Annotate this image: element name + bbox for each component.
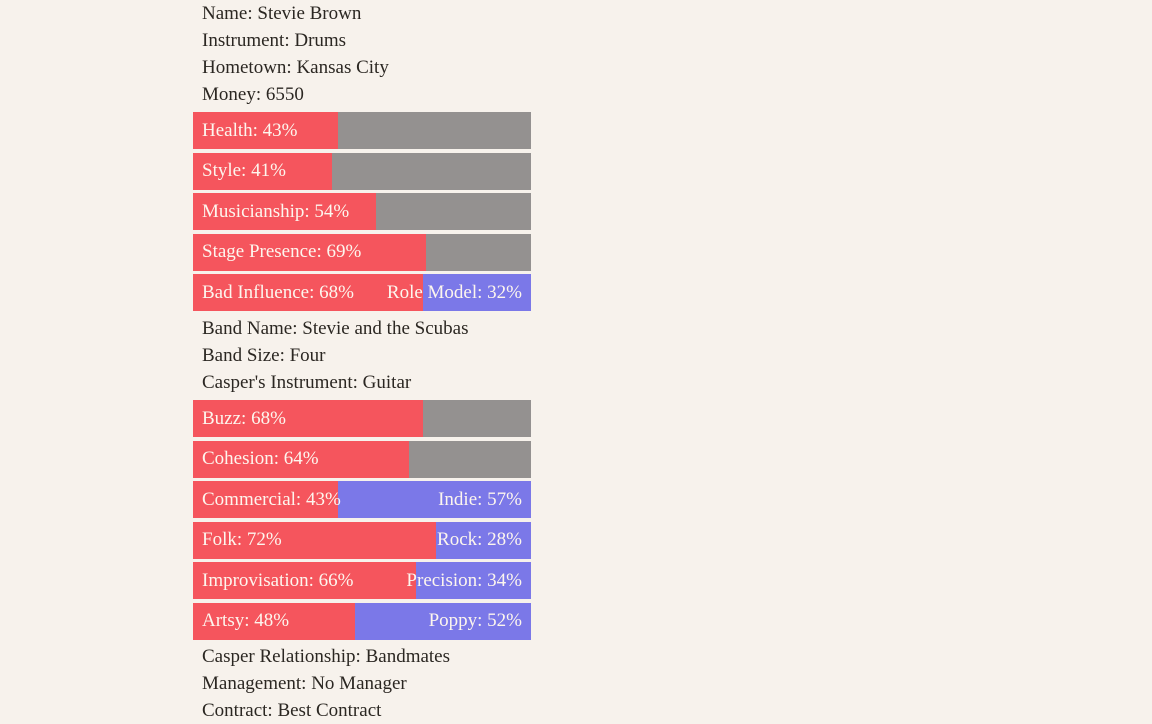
character-instrument-line: Instrument: Drums xyxy=(202,30,347,51)
stat-bar-fill xyxy=(193,274,423,311)
stat-bar-folk-rock: Folk: 72% Rock: 28% xyxy=(193,521,531,559)
stat-bar-label: Cohesion: 64% xyxy=(202,448,319,469)
character-name-line: Name: Stevie Brown xyxy=(202,3,362,24)
stat-bar-label: Folk: 72% xyxy=(202,529,282,550)
stat-bar-musicianship: Musicianship: 54% xyxy=(193,193,531,230)
stat-bar-right-label: Rock: 28% xyxy=(437,529,522,550)
stat-bar-health: Health: 43% xyxy=(193,112,531,149)
character-stat-bars: Health: 43% Style: 41% Musicianship: 54%… xyxy=(193,108,531,311)
stat-bar-cohesion: Cohesion: 64% xyxy=(193,440,531,478)
contract-line: Contract: Best Contract xyxy=(202,700,382,721)
stat-bar-fill xyxy=(193,602,356,640)
stat-bar-label: Improvisation: 66% xyxy=(202,569,354,591)
stat-bar-style: Style: 41% xyxy=(193,152,531,190)
stat-bar-right-label: Role Model: 32% xyxy=(386,281,522,303)
stat-bar-label: Stage Presence: 69% xyxy=(202,241,362,262)
stat-bar-improvisation-precision: Improvisation: 66% Precision: 34% xyxy=(193,562,531,599)
stat-bar-right-label: Indie: 57% xyxy=(438,488,522,510)
stat-bar-label: Style: 41% xyxy=(202,160,286,181)
band-name-line: Band Name: Stevie and the Scubas xyxy=(202,317,469,339)
stat-bar-label: Commercial: 43% xyxy=(202,488,341,510)
stat-bar-fill xyxy=(193,521,437,559)
stat-bar-fill xyxy=(193,440,410,478)
stat-bar-fill xyxy=(193,400,423,437)
stat-bar-artsy-poppy: Artsy: 48% Poppy: 52% xyxy=(193,602,531,640)
character-hometown-line: Hometown: Kansas City xyxy=(202,57,389,78)
stat-bar-fill xyxy=(193,233,427,271)
stat-bar-label: Bad Influence: 68% xyxy=(202,281,354,303)
stat-bar-label: Musicianship: 54% xyxy=(202,200,350,222)
stat-bar-fill xyxy=(193,481,339,518)
stat-bar-label: Buzz: 68% xyxy=(202,407,286,429)
stats-panel: Name: Stevie Brown Instrument: Drums Hom… xyxy=(193,0,531,724)
band-stat-bars: Buzz: 68% Cohesion: 64% Commercial: 43% … xyxy=(193,396,531,640)
stat-bar-right-label: Poppy: 52% xyxy=(428,610,522,631)
footer-info: Casper Relationship: Bandmates Managemen… xyxy=(193,643,531,724)
stat-bar-stage-presence: Stage Presence: 69% xyxy=(193,233,531,271)
stat-bar-fill xyxy=(193,562,417,599)
stat-bar-bad-influence-role-model: Bad Influence: 68% Role Model: 32% xyxy=(193,274,531,311)
character-info: Name: Stevie Brown Instrument: Drums Hom… xyxy=(193,0,531,108)
stat-bar-right-label: Precision: 34% xyxy=(406,569,522,591)
stat-bar-commercial-indie: Commercial: 43% Indie: 57% xyxy=(193,481,531,518)
character-money-line: Money: 6550 xyxy=(202,84,304,105)
stat-bar-label: Health: 43% xyxy=(202,119,298,141)
casper-relationship-line: Casper Relationship: Bandmates xyxy=(202,646,451,667)
stat-bar-fill xyxy=(193,112,339,149)
management-line: Management: No Manager xyxy=(202,673,407,694)
band-size-line: Band Size: Four xyxy=(202,344,326,366)
stat-bar-fill xyxy=(193,152,332,190)
band-info: Band Name: Stevie and the Scubas Band Si… xyxy=(193,315,531,396)
stat-bar-buzz: Buzz: 68% xyxy=(193,400,531,437)
stat-bar-fill xyxy=(193,193,376,230)
stat-bar-label: Artsy: 48% xyxy=(202,610,290,631)
casper-instrument-line: Casper's Instrument: Guitar xyxy=(202,371,412,393)
